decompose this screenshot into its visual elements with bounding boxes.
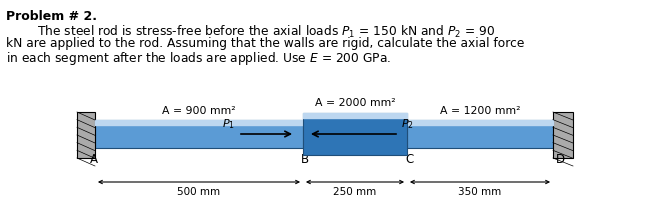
Text: A = 900 mm²: A = 900 mm² [162, 106, 236, 116]
Bar [407, 120, 553, 148]
Text: 250 mm: 250 mm [333, 187, 377, 197]
Bar [553, 112, 573, 158]
Text: 500 mm: 500 mm [177, 187, 220, 197]
Text: kN are applied to the rod. Assuming that the walls are rigid, calculate the axia: kN are applied to the rod. Assuming that… [6, 37, 524, 50]
Text: A = 1200 mm²: A = 1200 mm² [440, 106, 520, 116]
Text: The steel rod is stress-free before the axial loads $P_1$ = 150 kN and $P_2$ = 9: The steel rod is stress-free before the … [6, 24, 495, 40]
Text: A = 2000 mm²: A = 2000 mm² [315, 98, 396, 108]
Bar [95, 120, 303, 148]
Bar [77, 112, 95, 158]
Text: 350 mm: 350 mm [459, 187, 502, 197]
Text: C: C [405, 153, 413, 166]
Text: in each segment after the loads are applied. Use $E$ = 200 GPa.: in each segment after the loads are appl… [6, 50, 392, 67]
Text: Problem # 2.: Problem # 2. [6, 10, 97, 23]
Text: $P_2$: $P_2$ [401, 117, 414, 131]
Bar [303, 113, 407, 155]
Text: D: D [556, 153, 565, 166]
Text: $P_1$: $P_1$ [222, 117, 235, 131]
Text: B: B [301, 153, 309, 166]
Text: A: A [90, 153, 98, 166]
